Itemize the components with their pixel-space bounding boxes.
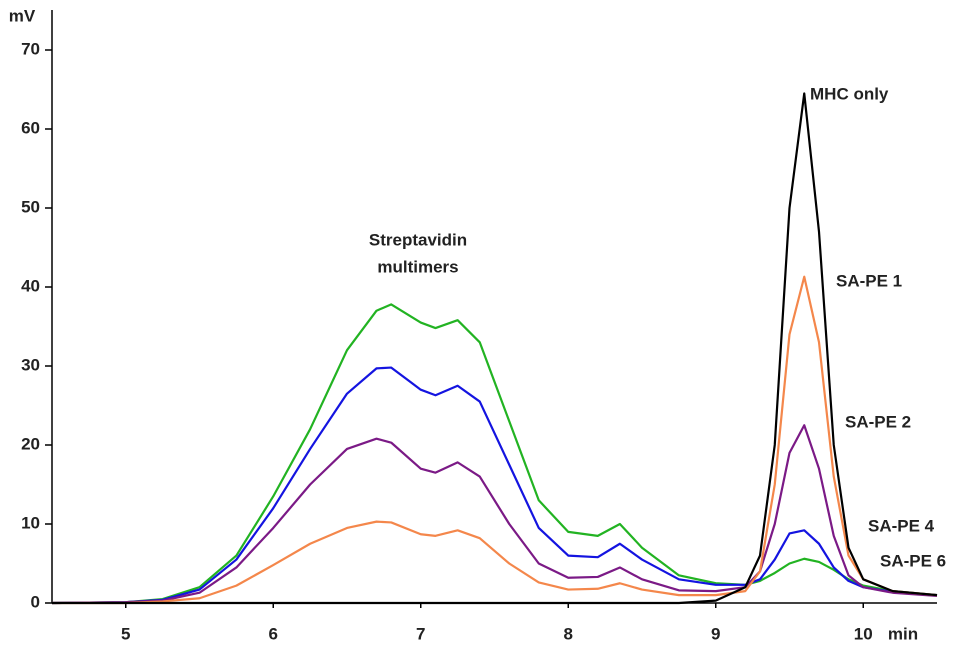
y-tick-label: 70	[21, 39, 40, 58]
y-tick-label: 50	[21, 197, 40, 216]
series-label: SA-PE 2	[845, 412, 911, 431]
x-tick-label: 10	[854, 624, 873, 643]
series-line	[52, 92, 938, 605]
x-tick-label: 7	[416, 624, 425, 643]
y-tick-label: 60	[21, 118, 40, 137]
x-axis-label: min	[888, 624, 918, 643]
series-label: SA-PE 4	[868, 516, 935, 535]
x-tick-label: 6	[269, 624, 278, 643]
series-label: SA-PE 1	[836, 271, 902, 290]
y-axis-label: mV	[9, 6, 36, 25]
x-tick-label: 5	[121, 624, 130, 643]
series-line	[51, 424, 938, 605]
series-label: MHC only	[810, 84, 889, 103]
annotation: Streptavidin	[369, 230, 467, 249]
y-tick-label: 10	[21, 513, 40, 532]
x-tick-label: 8	[564, 624, 573, 643]
y-tick-label: 20	[21, 434, 40, 453]
y-tick-label: 0	[31, 592, 40, 611]
series-label: SA-PE 6	[880, 551, 946, 570]
x-tick-label: 9	[711, 624, 720, 643]
series-line	[51, 366, 938, 605]
y-tick-label: 30	[21, 355, 40, 374]
series-line	[51, 303, 938, 605]
y-tick-label: 40	[21, 276, 40, 295]
series-line	[52, 275, 938, 605]
annotation: multimers	[377, 257, 458, 276]
